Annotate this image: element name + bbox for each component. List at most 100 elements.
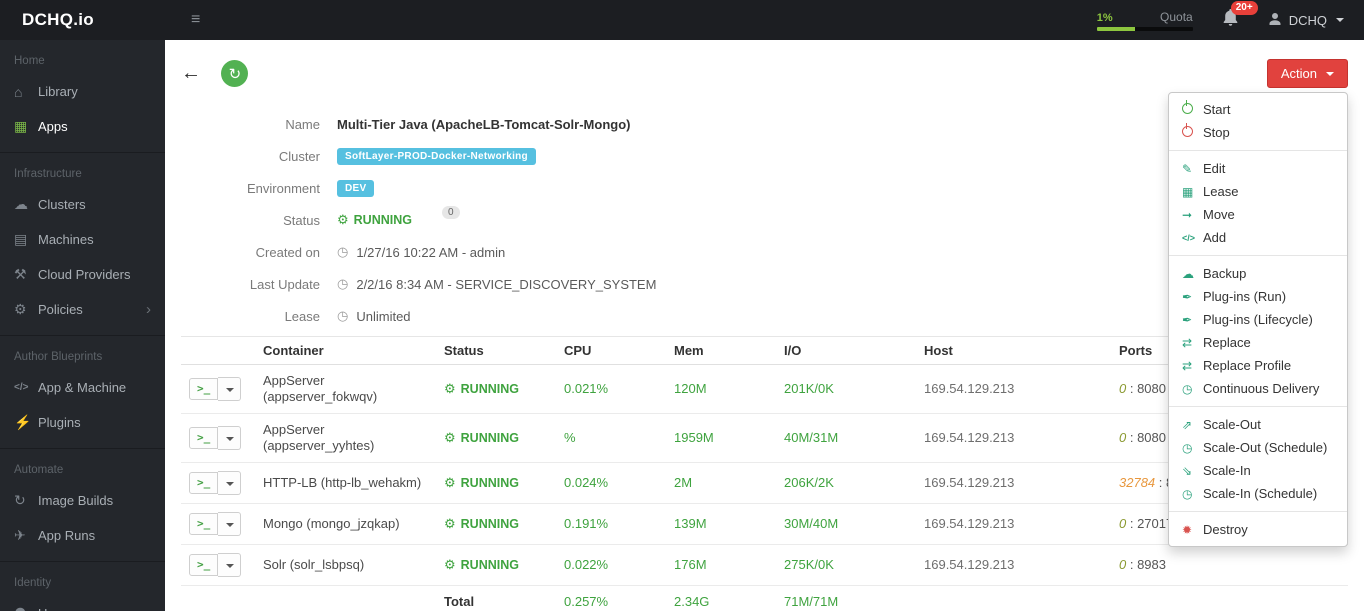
sidebar-item-plugins[interactable]: ⚡ Plugins xyxy=(0,405,165,440)
terminal-button[interactable]: >_ xyxy=(189,378,219,400)
column-header-controls xyxy=(181,336,255,365)
menu-item-move[interactable]: ➞ Move xyxy=(1169,203,1347,226)
menu-item-scale-out[interactable]: ⇗ Scale-Out xyxy=(1169,413,1347,436)
terminal-icon: >_ xyxy=(197,431,211,444)
cpu-value[interactable]: 0.021% xyxy=(556,364,666,414)
mem-value[interactable]: 176M xyxy=(666,544,776,586)
target-port: 8080 xyxy=(1137,430,1166,445)
host-value: 169.54.129.213 xyxy=(896,544,1111,586)
back-button[interactable]: ← xyxy=(181,62,201,84)
sidebar-item-app-runs[interactable]: ✈ App Runs xyxy=(0,518,165,553)
terminal-icon: >_ xyxy=(197,517,211,530)
io-value[interactable]: 275K/0K xyxy=(776,544,896,586)
column-header-status[interactable]: Status xyxy=(436,336,556,365)
mem-value[interactable]: 139M xyxy=(666,503,776,545)
sidebar-item-clusters[interactable]: ☁ Clusters xyxy=(0,187,165,222)
menu-item-edit[interactable]: ✎ Edit xyxy=(1169,157,1347,180)
sidebar-item-image-builds[interactable]: ↻ Image Builds xyxy=(0,483,165,518)
io-value[interactable]: 201K/0K xyxy=(776,364,896,414)
mem-value[interactable]: 1959M xyxy=(666,413,776,463)
terminal-dropdown-button[interactable] xyxy=(218,426,242,450)
host-value: 169.54.129.213 xyxy=(896,503,1111,545)
terminal-dropdown-button[interactable] xyxy=(218,553,242,577)
sidebar-toggle-icon[interactable]: ≡ xyxy=(191,11,201,28)
menu-item-replace-profile[interactable]: ⇄ Replace Profile xyxy=(1169,354,1347,377)
menu-item-label: Scale-In xyxy=(1203,463,1251,478)
column-header-container[interactable]: Container xyxy=(255,336,436,365)
environment-badge[interactable]: DEV xyxy=(337,179,375,197)
target-port: 27017 xyxy=(1137,516,1174,531)
terminal-dropdown-button[interactable] xyxy=(218,512,242,536)
updated-value: 2/2/16 8:34 AM - SERVICE_DISCOVERY_SYSTE… xyxy=(356,276,657,292)
published-port[interactable]: 0 xyxy=(1119,430,1127,445)
sidebar-section-label: Author Blueprints xyxy=(14,351,103,363)
menu-item-scale-in[interactable]: ⇘ Scale-In xyxy=(1169,459,1347,482)
sidebar-item-cloud-providers[interactable]: ⚒ Cloud Providers xyxy=(0,257,165,292)
sidebar-section-label: Infrastructure xyxy=(14,168,82,180)
quota-progress-fill xyxy=(1096,26,1136,31)
user-menu[interactable]: DCHQ xyxy=(1268,12,1344,29)
container-name[interactable]: Mongo (mongo_jzqkap) xyxy=(255,503,436,545)
column-header-host[interactable]: Host xyxy=(896,336,1111,365)
refresh-button[interactable]: ↻ xyxy=(221,60,249,87)
menu-item-lease[interactable]: ▦ Lease xyxy=(1169,180,1347,203)
power-icon xyxy=(1182,122,1203,140)
terminal-button[interactable]: >_ xyxy=(189,427,219,449)
container-name[interactable]: HTTP-LB (http-lb_wehakm) xyxy=(255,462,436,504)
menu-item-continuous-delivery[interactable]: ◷ Continuous Delivery xyxy=(1169,377,1347,400)
menu-item-replace[interactable]: ⇄ Replace xyxy=(1169,331,1347,354)
io-value[interactable]: 206K/2K xyxy=(776,462,896,504)
action-button[interactable]: Action xyxy=(1266,59,1348,88)
menu-item-stop[interactable]: Stop xyxy=(1169,121,1347,144)
published-port[interactable]: 0 xyxy=(1119,516,1127,531)
status-count-badge[interactable]: 0 xyxy=(442,205,460,219)
terminal-button[interactable]: >_ xyxy=(189,513,219,535)
cpu-value[interactable]: % xyxy=(556,413,666,463)
menu-item-destroy[interactable]: ✹ Destroy xyxy=(1169,518,1347,541)
column-header-mem[interactable]: Mem xyxy=(666,336,776,365)
ports-value: 0 : 8983 xyxy=(1111,544,1348,586)
column-header-cpu[interactable]: CPU xyxy=(556,336,666,365)
terminal-dropdown-button[interactable] xyxy=(218,377,242,401)
sidebar-item-library[interactable]: ⌂ Library xyxy=(0,74,165,109)
menu-item-add[interactable]: </> Add xyxy=(1169,226,1347,249)
menu-item-label: Continuous Delivery xyxy=(1203,381,1320,396)
published-port[interactable]: 32784 xyxy=(1119,475,1156,490)
published-port[interactable]: 0 xyxy=(1119,381,1127,396)
cluster-badge[interactable]: SoftLayer-PROD-Docker-Networking xyxy=(337,147,536,165)
container-status: RUNNING xyxy=(460,476,519,490)
terminal-button[interactable]: >_ xyxy=(189,472,219,494)
menu-item-plugins-run[interactable]: ✒ Plug-ins (Run) xyxy=(1169,285,1347,308)
brand-logo[interactable]: DCHQ.io xyxy=(22,10,94,29)
io-value[interactable]: 30M/40M xyxy=(776,503,896,545)
notifications-button[interactable]: 20+ xyxy=(1223,1,1258,31)
menu-item-scale-out-schedule[interactable]: ◷ Scale-Out (Schedule) xyxy=(1169,436,1347,459)
sidebar-item-label: Machines xyxy=(38,232,94,247)
terminal-dropdown-button[interactable] xyxy=(218,471,242,495)
mem-value[interactable]: 2M xyxy=(666,462,776,504)
cpu-value[interactable]: 0.024% xyxy=(556,462,666,504)
cpu-value[interactable]: 0.022% xyxy=(556,544,666,586)
sidebar-item-policies[interactable]: ⚙ Policies › xyxy=(0,292,165,327)
sidebar-item-app-machine[interactable]: </> App & Machine xyxy=(0,370,165,405)
ports-separator: : xyxy=(1155,475,1166,490)
sidebar-item-users[interactable]: ⚉ Users xyxy=(0,596,165,611)
container-name[interactable]: AppServer (appserver_fokwqv) xyxy=(255,364,436,414)
sidebar-item-apps[interactable]: ▦ Apps xyxy=(0,109,165,144)
published-port[interactable]: 0 xyxy=(1119,557,1127,572)
sidebar-item-machines[interactable]: ▤ Machines xyxy=(0,222,165,257)
field-label: Created on xyxy=(255,244,320,260)
menu-item-backup[interactable]: ☁ Backup xyxy=(1169,262,1347,285)
main-content: ← ↻ Action Name Multi-Tier Java (ApacheL… xyxy=(165,40,1364,611)
column-header-io[interactable]: I/O xyxy=(776,336,896,365)
container-name[interactable]: Solr (solr_lsbpsq) xyxy=(255,544,436,586)
terminal-button[interactable]: >_ xyxy=(189,554,219,576)
menu-item-plugins-lifecycle[interactable]: ✒ Plug-ins (Lifecycle) xyxy=(1169,308,1347,331)
container-name[interactable]: AppServer (appserver_yyhtes) xyxy=(255,413,436,463)
mem-value[interactable]: 120M xyxy=(666,364,776,414)
menu-item-start[interactable]: Start xyxy=(1169,98,1347,121)
cpu-value[interactable]: 0.191% xyxy=(556,503,666,545)
ports-separator: : xyxy=(1126,516,1138,531)
menu-item-scale-in-schedule[interactable]: ◷ Scale-In (Schedule) xyxy=(1169,482,1347,505)
io-value[interactable]: 40M/31M xyxy=(776,413,896,463)
